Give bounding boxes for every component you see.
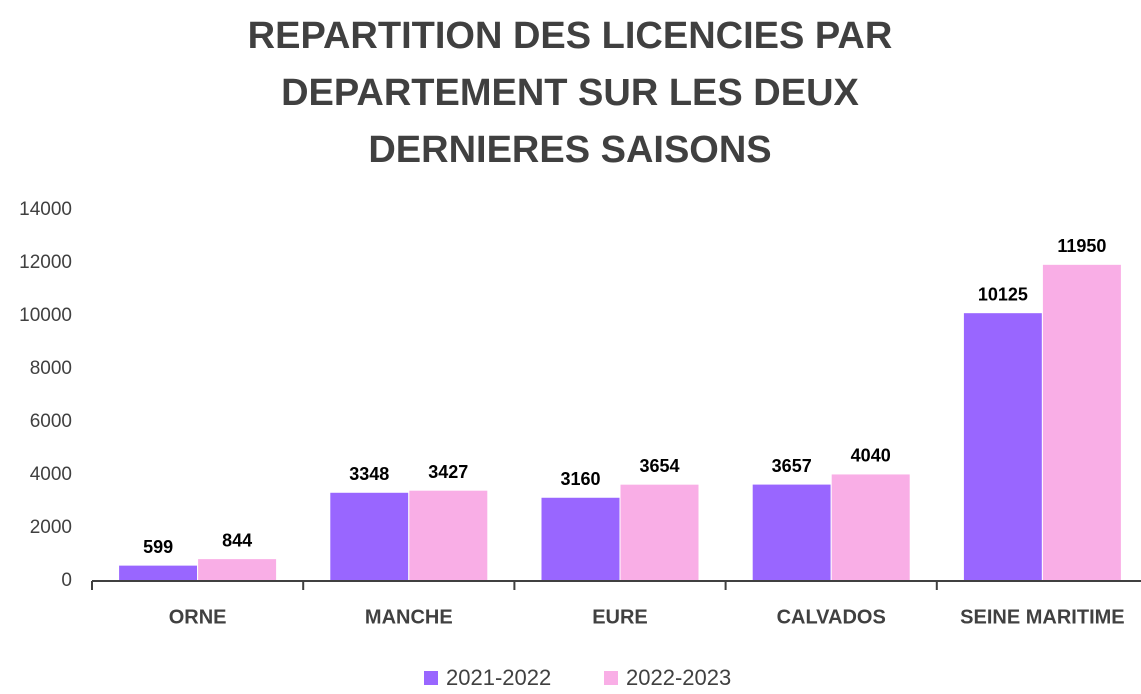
bar [962,312,1043,582]
legend-label: 2021-2022 [446,665,551,690]
y-tick-label: 0 [61,570,72,591]
x-tick-label: SEINE MARITIME [960,606,1124,628]
y-tick-label: 2000 [30,517,72,538]
bar [329,491,410,582]
x-tick-label: CALVADOS [777,606,886,628]
x-tick-label: ORNE [169,606,227,628]
bar [619,483,700,582]
y-tick-label: 6000 [30,411,72,432]
bar [118,564,199,582]
value-label: 4040 [851,446,891,466]
value-label: 3427 [428,462,468,482]
bar [408,489,489,582]
value-label: 11950 [1057,236,1106,256]
y-tick-label: 10000 [19,305,72,326]
value-label: 10125 [978,284,1028,304]
x-tick-label: EURE [592,606,648,628]
bar [540,496,621,582]
y-tick-label: 12000 [19,252,72,273]
legend-swatch [424,671,438,685]
y-tick-label: 8000 [30,358,72,379]
bar [197,558,278,582]
y-tick-label: 4000 [30,464,72,485]
bar [830,473,911,582]
value-label: 3160 [560,469,600,489]
value-label: 3654 [639,456,679,476]
value-label: 3348 [349,464,389,484]
legend-swatch [604,671,618,685]
bar [751,483,832,582]
legend-label: 2022-2023 [626,665,731,690]
chart-title: REPARTITION DES LICENCIES PAR DEPARTEMEN… [247,15,893,171]
value-label: 844 [222,530,252,550]
x-tick-label: MANCHE [365,606,453,628]
bar [1041,263,1122,582]
value-label: 3657 [772,456,812,476]
value-label: 599 [143,537,173,557]
y-tick-label: 14000 [19,199,72,220]
